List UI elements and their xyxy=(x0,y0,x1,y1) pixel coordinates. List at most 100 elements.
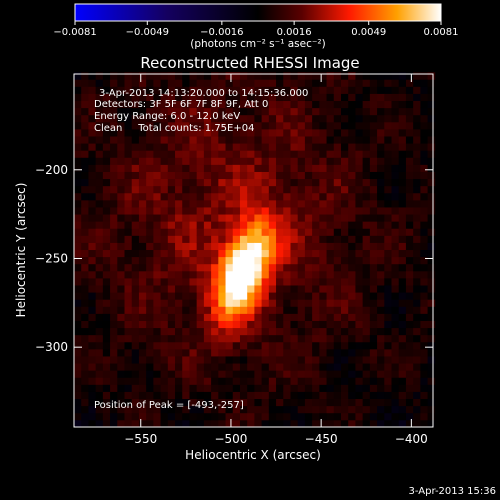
heatmap-cell xyxy=(124,256,133,265)
heatmap-cell xyxy=(333,235,342,243)
heatmap-cell xyxy=(160,370,169,378)
heatmap-cell xyxy=(384,263,392,272)
heatmap-cell xyxy=(355,199,364,208)
heatmap-cell xyxy=(377,128,385,137)
heatmap-cell xyxy=(413,107,421,116)
heatmap-cell xyxy=(420,185,428,194)
heatmap-cell xyxy=(117,313,125,321)
heatmap-cell xyxy=(124,199,133,208)
heatmap-cell xyxy=(355,270,364,279)
heatmap-cell xyxy=(326,320,335,329)
heatmap-cell xyxy=(326,384,335,392)
heatmap-cell xyxy=(138,121,147,130)
heatmap-cell xyxy=(398,419,407,428)
heatmap-cell xyxy=(340,334,349,343)
heatmap-cell xyxy=(405,164,414,172)
heatmap-cell xyxy=(203,292,212,300)
heatmap-cell xyxy=(413,228,421,236)
heatmap-cell xyxy=(167,228,176,236)
heatmap-cell xyxy=(348,256,356,265)
heatmap-cell xyxy=(182,121,190,130)
heatmap-cell xyxy=(160,207,169,215)
heatmap-cell xyxy=(88,93,97,102)
heatmap-cell xyxy=(247,171,255,180)
heatmap-cell xyxy=(225,412,234,421)
heatmap-cell xyxy=(88,171,97,180)
heatmap-cell xyxy=(297,199,306,208)
heatmap-cell xyxy=(95,242,104,251)
heatmap-cell xyxy=(211,334,219,343)
heatmap-cell xyxy=(88,285,97,293)
heatmap-cell xyxy=(232,235,241,243)
heatmap-cell xyxy=(340,285,349,293)
heatmap-cell xyxy=(268,306,277,314)
heatmap-cell xyxy=(348,299,356,307)
heatmap-cell xyxy=(182,405,190,414)
heatmap-cell xyxy=(355,235,364,243)
heatmap-cell xyxy=(297,377,306,385)
heatmap-cell xyxy=(391,256,400,265)
heatmap-cell xyxy=(225,79,234,87)
heatmap-cell xyxy=(420,249,428,258)
heatmap-cell xyxy=(405,391,414,400)
heatmap-cell xyxy=(276,348,284,357)
heatmap-cell xyxy=(124,412,133,421)
heatmap-cell xyxy=(377,136,385,144)
heatmap-cell xyxy=(261,306,270,314)
heatmap-cell xyxy=(290,341,299,350)
heatmap-cell xyxy=(182,143,190,151)
heatmap-cell xyxy=(117,143,125,151)
heatmap-cell xyxy=(81,419,89,428)
heatmap-cell xyxy=(175,348,183,357)
heatmap-cell xyxy=(319,419,327,428)
heatmap-cell xyxy=(312,207,320,215)
heatmap-cell xyxy=(276,178,284,187)
heatmap-cell xyxy=(290,143,299,151)
heatmap-cell xyxy=(413,412,421,421)
heatmap-cell xyxy=(239,86,248,94)
heatmap-cell xyxy=(117,157,125,165)
heatmap-cell xyxy=(131,157,140,165)
heatmap-cell xyxy=(95,327,104,336)
heatmap-cell xyxy=(225,242,234,251)
heatmap-cell xyxy=(405,334,414,343)
heatmap-cell xyxy=(211,363,219,371)
heatmap-cell xyxy=(146,356,154,364)
heatmap-cell xyxy=(160,86,169,94)
heatmap-cell xyxy=(377,72,385,80)
heatmap-cell xyxy=(398,157,407,165)
heatmap-cell xyxy=(153,377,161,385)
heatmap-cell xyxy=(232,199,241,208)
heatmap-cell xyxy=(239,334,248,343)
heatmap-cell xyxy=(74,356,82,364)
heatmap-cell xyxy=(95,419,104,428)
heatmap-cell xyxy=(297,150,306,158)
heatmap-cell xyxy=(398,398,407,407)
heatmap-cell xyxy=(182,178,190,187)
heatmap-cell xyxy=(405,292,414,300)
x-tick-label: −500 xyxy=(214,432,247,446)
heatmap-cell xyxy=(427,128,436,137)
heatmap-cell xyxy=(95,334,104,343)
heatmap-cell xyxy=(131,114,140,123)
heatmap-cell xyxy=(239,391,248,400)
heatmap-cell xyxy=(117,207,125,215)
heatmap-cell xyxy=(333,391,342,400)
heatmap-cell xyxy=(413,136,421,144)
heatmap-cell xyxy=(211,384,219,392)
heatmap-cell xyxy=(340,320,349,329)
heatmap-cell xyxy=(88,334,97,343)
heatmap-cell xyxy=(110,221,118,229)
heatmap-cell xyxy=(81,285,89,293)
heatmap-cell xyxy=(268,256,277,265)
heatmap-cell xyxy=(131,306,140,314)
heatmap-cell xyxy=(377,370,385,378)
heatmap-cell xyxy=(211,270,219,279)
heatmap-cell xyxy=(377,292,385,300)
heatmap-cell xyxy=(405,320,414,329)
heatmap-cell xyxy=(81,207,89,215)
heatmap-cell xyxy=(175,221,183,229)
heatmap-cell xyxy=(218,242,226,251)
heatmap-cell xyxy=(74,235,82,243)
heatmap-cell xyxy=(391,114,400,123)
